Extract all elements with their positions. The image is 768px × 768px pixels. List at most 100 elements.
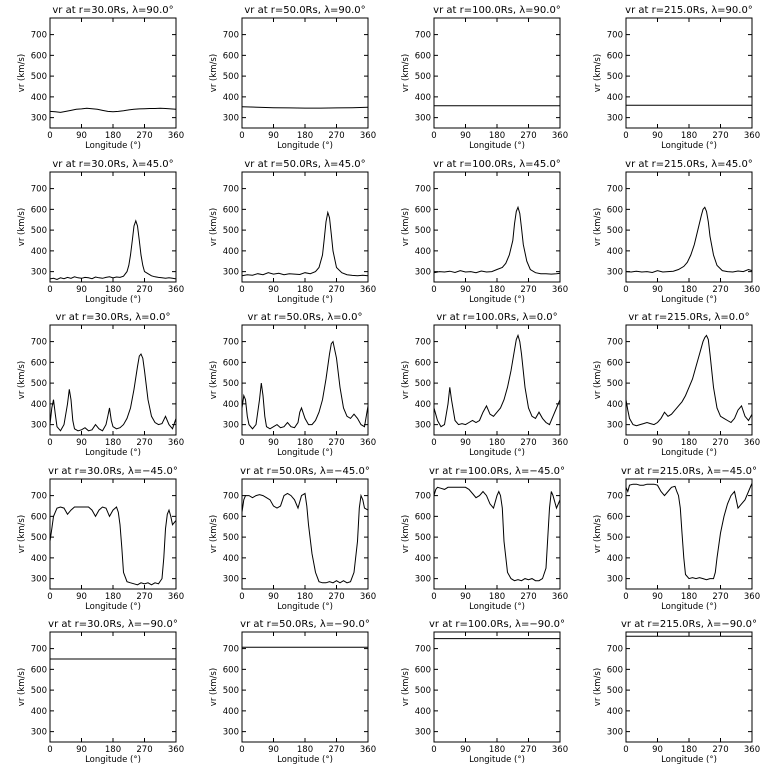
x-tick-label: 270 — [520, 131, 536, 141]
y-tick-label: 500 — [607, 686, 623, 696]
y-tick-label: 500 — [415, 379, 431, 389]
x-tick-label: 0 — [623, 438, 628, 448]
y-tick-label: 700 — [223, 645, 239, 655]
y-tick-label: 700 — [31, 338, 47, 348]
y-axis-label: vr (km/s) — [209, 54, 219, 92]
y-tick-label: 700 — [31, 645, 47, 655]
x-tick-label: 270 — [520, 438, 536, 448]
y-tick-label: 500 — [607, 533, 623, 543]
x-tick-label: 90 — [268, 438, 279, 448]
x-tick-label: 360 — [360, 745, 376, 755]
y-tick-label: 500 — [415, 72, 431, 82]
y-tick-label: 300 — [607, 728, 623, 738]
x-tick-label: 0 — [431, 592, 436, 602]
x-tick-label: 90 — [76, 131, 87, 141]
x-tick-label: 270 — [328, 131, 344, 141]
y-tick-label: 300 — [223, 421, 239, 431]
panel-title: vr at r=30.0Rs, λ=−45.0° — [48, 466, 178, 477]
x-tick-label: 360 — [168, 131, 184, 141]
y-axis-label: vr (km/s) — [209, 668, 219, 706]
y-axis-label: vr (km/s) — [593, 54, 603, 92]
panel-8: vr at r=215.0Rs, λ=45.0° 0 90 180 270 360 300 4… — [593, 159, 760, 305]
x-axis-label: Longitude (°) — [85, 141, 141, 151]
x-tick-label: 270 — [712, 745, 728, 755]
series-line — [50, 107, 176, 113]
plot-frame — [625, 631, 753, 743]
y-tick-label: 500 — [31, 686, 47, 696]
x-tick-label: 0 — [239, 131, 244, 141]
y-tick-label: 300 — [223, 114, 239, 124]
x-tick-label: 0 — [623, 745, 628, 755]
plot-frame — [625, 171, 753, 283]
x-axis-label: Longitude (°) — [661, 448, 717, 458]
x-tick-label: 180 — [105, 745, 121, 755]
panel-11: vr at r=100.0Rs, λ=0.0° 0 90 180 270 360 300 40… — [401, 312, 568, 458]
series-line — [626, 334, 752, 427]
x-tick-label: 0 — [431, 438, 436, 448]
panel-title: vr at r=50.0Rs, λ=90.0° — [244, 5, 365, 16]
y-tick-label: 600 — [607, 512, 623, 522]
x-tick-label: 180 — [681, 285, 697, 295]
y-tick-label: 500 — [31, 379, 47, 389]
y-tick-label: 600 — [223, 358, 239, 368]
x-tick-label: 180 — [297, 285, 313, 295]
x-tick-label: 270 — [712, 592, 728, 602]
y-tick-label: 300 — [415, 114, 431, 124]
x-tick-label: 0 — [431, 285, 436, 295]
y-tick-label: 700 — [607, 338, 623, 348]
y-tick-label: 300 — [223, 268, 239, 278]
x-tick-label: 270 — [520, 745, 536, 755]
y-tick-label: 500 — [415, 686, 431, 696]
plot-frame — [241, 171, 369, 283]
x-tick-label: 360 — [168, 745, 184, 755]
y-tick-label: 300 — [607, 114, 623, 124]
panel-17: vr at r=30.0Rs, λ=−90.0° 0 90 180 270 360 300 4… — [17, 619, 184, 765]
x-tick-label: 360 — [360, 438, 376, 448]
series-line — [434, 333, 560, 428]
y-tick-label: 600 — [223, 512, 239, 522]
x-tick-label: 90 — [460, 438, 471, 448]
y-tick-label: 600 — [31, 51, 47, 61]
x-tick-label: 180 — [681, 592, 697, 602]
y-tick-label: 300 — [607, 421, 623, 431]
x-tick-label: 270 — [712, 131, 728, 141]
y-tick-label: 600 — [415, 512, 431, 522]
x-tick-label: 270 — [520, 285, 536, 295]
x-tick-label: 90 — [76, 592, 87, 602]
x-tick-label: 360 — [552, 285, 568, 295]
x-tick-label: 0 — [47, 438, 52, 448]
x-tick-label: 180 — [681, 745, 697, 755]
y-tick-label: 700 — [223, 492, 239, 502]
panel-9: vr at r=30.0Rs, λ=0.0° 0 90 180 270 360 300 400… — [17, 312, 184, 458]
y-tick-label: 500 — [607, 379, 623, 389]
plot-frame — [49, 324, 177, 436]
x-tick-label: 90 — [460, 592, 471, 602]
x-tick-label: 180 — [489, 131, 505, 141]
plot-frame — [625, 17, 753, 129]
panel-title: vr at r=100.0Rs, λ=0.0° — [436, 312, 557, 323]
panel-title: vr at r=215.0Rs, λ=−45.0° — [621, 466, 757, 477]
plot-frame — [241, 17, 369, 129]
y-tick-label: 400 — [415, 93, 431, 103]
y-tick-label: 300 — [415, 728, 431, 738]
x-tick-label: 270 — [328, 285, 344, 295]
x-axis-label: Longitude (°) — [85, 602, 141, 612]
y-tick-label: 700 — [415, 338, 431, 348]
y-tick-label: 300 — [607, 268, 623, 278]
panel-title: vr at r=50.0Rs, λ=−90.0° — [240, 619, 370, 630]
x-tick-label: 360 — [552, 745, 568, 755]
y-tick-label: 300 — [415, 421, 431, 431]
y-tick-label: 700 — [31, 492, 47, 502]
y-tick-label: 600 — [415, 51, 431, 61]
panel-7: vr at r=100.0Rs, λ=45.0° 0 90 180 270 360 300 4… — [401, 159, 568, 305]
x-tick-label: 180 — [681, 438, 697, 448]
y-tick-label: 600 — [607, 665, 623, 675]
y-tick-label: 400 — [607, 247, 623, 257]
x-axis-label: Longitude (°) — [469, 448, 525, 458]
x-tick-label: 0 — [431, 131, 436, 141]
plot-frame — [433, 324, 561, 436]
y-tick-label: 300 — [415, 575, 431, 585]
series-line — [434, 205, 560, 275]
x-tick-label: 180 — [297, 438, 313, 448]
x-tick-label: 270 — [136, 745, 152, 755]
